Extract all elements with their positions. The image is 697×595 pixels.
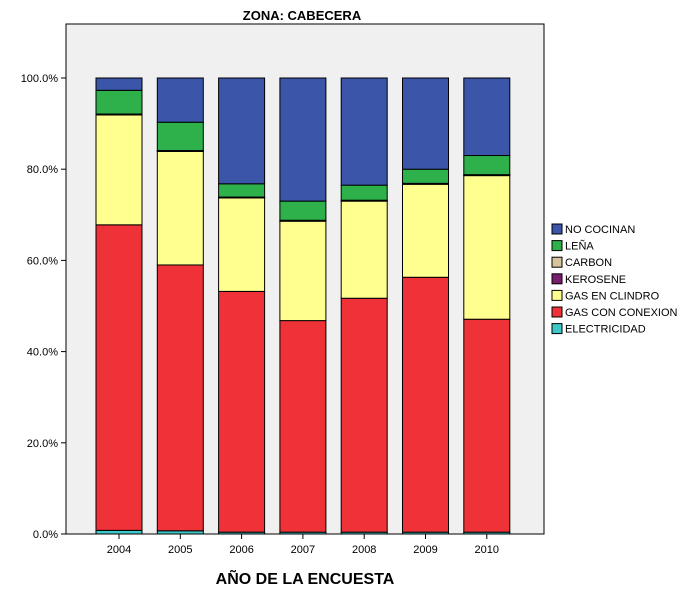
y-tick-label: 100.0%: [21, 73, 59, 85]
legend-swatch: [551, 323, 563, 335]
bar-segment: [218, 197, 266, 292]
y-tick-label: 80.0%: [27, 164, 58, 176]
y-tick-label: 0.0%: [33, 529, 58, 541]
bar-segment: [218, 77, 266, 185]
bar-segment: [95, 529, 143, 535]
legend-label: GAS EN CLINDRO: [565, 290, 660, 302]
bars-group: [95, 77, 511, 535]
x-tick-label: 2004: [107, 544, 131, 556]
legend-label: ELECTRICIDAD: [565, 324, 646, 336]
y-tick-label: 40.0%: [27, 347, 58, 359]
bar-segment: [340, 184, 388, 201]
bar-segment: [95, 114, 143, 226]
x-tick-label: 2009: [413, 544, 437, 556]
bar-segment: [279, 200, 327, 221]
bar-segment: [279, 320, 327, 533]
legend-label: LEÑA: [565, 240, 594, 253]
legend-swatch: [551, 306, 563, 318]
bar-segment: [218, 183, 266, 198]
bar-segment: [156, 121, 204, 152]
bar-segment: [279, 220, 327, 322]
x-tick-label: 2006: [229, 544, 253, 556]
bar-segment: [95, 89, 143, 115]
chart-title: ZONA: CABECERA: [243, 8, 362, 23]
y-axis: 0.0% 20.0% 40.0% 60.0% 80.0% 100.0%: [21, 73, 66, 541]
bar-segment: [463, 318, 511, 533]
x-axis: 2004 2005 2006 2007 2008 2009 2010: [107, 534, 499, 556]
legend-label: CARBON: [565, 257, 612, 269]
legend-swatch: [551, 289, 563, 301]
legend: NO COCINAN LEÑA CARBON KEROSENE GAS EN CLIND…: [551, 223, 678, 336]
x-tick-label: 2005: [168, 544, 192, 556]
bar-segment: [463, 77, 511, 157]
bar-segment: [156, 264, 204, 532]
legend-label: NO COCINAN: [565, 224, 635, 236]
bar-segment: [95, 77, 143, 91]
bar-segment: [463, 175, 511, 320]
bar-segment: [402, 276, 449, 533]
bar-segment: [95, 224, 143, 531]
x-tick-label: 2010: [475, 544, 499, 556]
bar-segment: [340, 77, 388, 186]
x-tick-label: 2008: [352, 544, 376, 556]
bar-segment: [402, 168, 449, 184]
bar-segment: [340, 297, 388, 533]
y-tick-label: 60.0%: [27, 255, 58, 267]
bar-segment: [156, 150, 204, 266]
legend-label: KEROSENE: [565, 274, 626, 286]
bar-segment: [156, 77, 204, 123]
bar-segment: [340, 200, 388, 299]
legend-swatch: [551, 223, 563, 235]
legend-label: GAS CON CONEXION: [565, 307, 678, 319]
bar-segment: [218, 290, 266, 533]
legend-swatch: [551, 273, 563, 285]
x-tick-label: 2007: [291, 544, 315, 556]
bar-segment: [463, 155, 511, 176]
x-axis-title: AÑO DE LA ENCUESTA: [216, 568, 395, 588]
legend-swatch: [551, 256, 563, 268]
bar-segment: [402, 77, 449, 170]
legend-swatch: [551, 240, 563, 252]
y-tick-label: 20.0%: [27, 438, 58, 450]
bar-segment: [402, 183, 449, 278]
bar-segment: [279, 77, 327, 202]
